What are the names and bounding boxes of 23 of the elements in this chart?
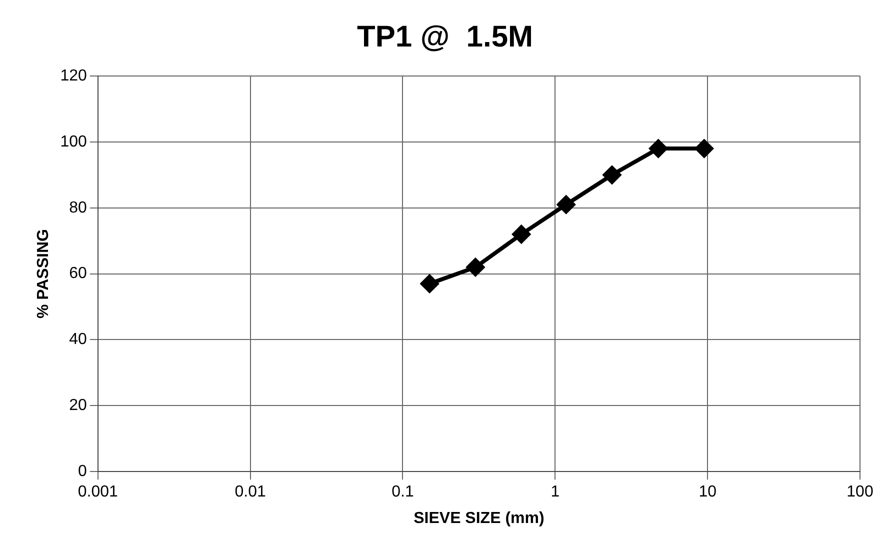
- point: [420, 274, 439, 293]
- y-tick-label: 120: [60, 67, 87, 84]
- x-tick-label: 0.001: [78, 484, 118, 501]
- x-tick-label: 0.1: [392, 484, 414, 501]
- x-axis-title: SIEVE SIZE (mm): [414, 510, 544, 527]
- y-axis-title: % PASSING: [35, 229, 52, 319]
- point: [602, 166, 621, 184]
- x-tick-label: 1: [550, 484, 560, 501]
- point: [557, 196, 576, 214]
- x-tick-label: 0.01: [234, 484, 266, 501]
- point: [695, 140, 714, 158]
- y-tick-label: 20: [69, 397, 87, 414]
- point: [466, 258, 484, 276]
- point: [512, 225, 530, 244]
- y-tick-label: 80: [69, 199, 87, 216]
- chart-title: TP1 @ 1.5M: [357, 20, 533, 54]
- x-tick-label: 100: [846, 484, 874, 501]
- y-tick-label: 40: [69, 331, 87, 348]
- x-tick-label: 10: [698, 484, 717, 501]
- y-tick-label: 0: [78, 463, 87, 480]
- point: [649, 140, 668, 158]
- y-tick-label: 100: [60, 133, 87, 150]
- y-tick-label: 60: [69, 265, 87, 282]
